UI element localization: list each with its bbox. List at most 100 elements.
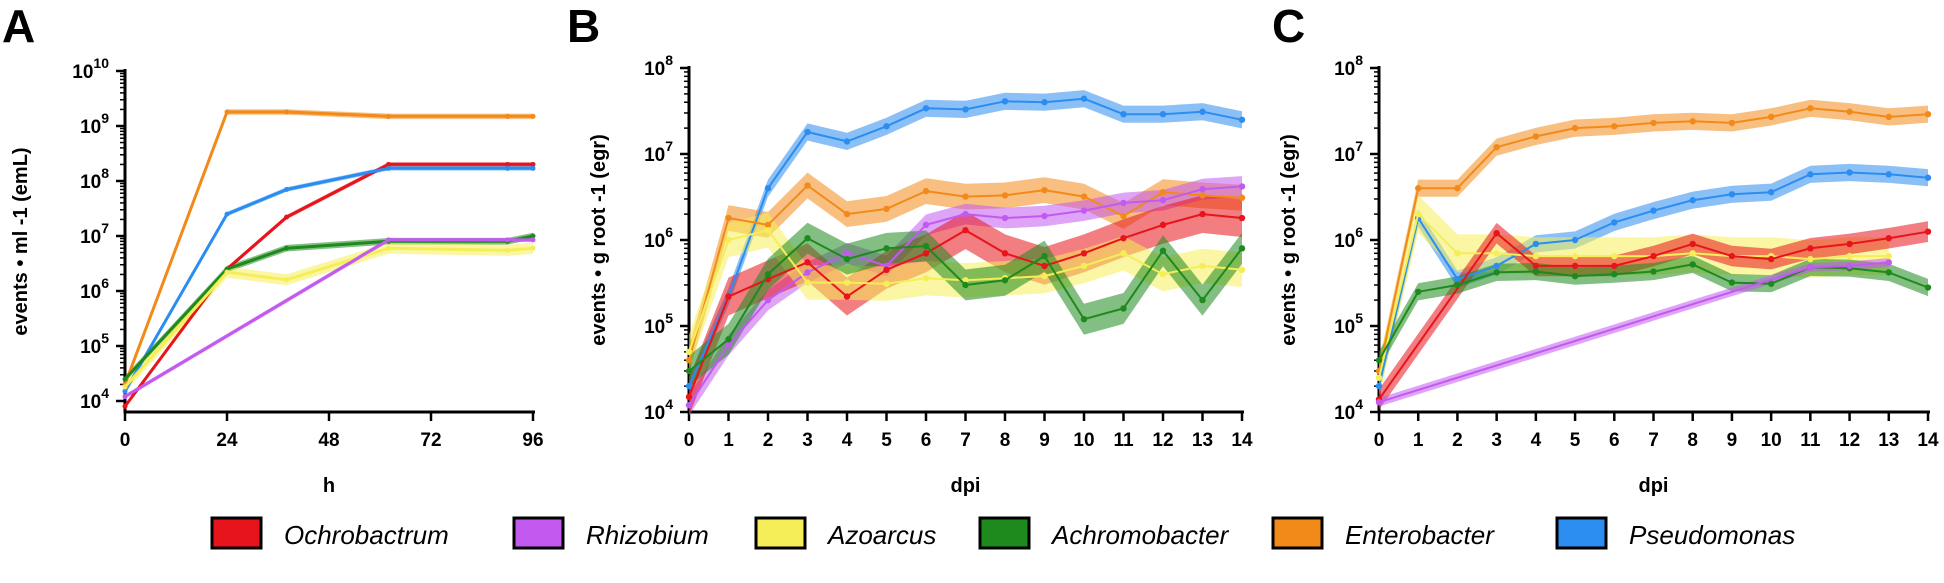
data-point (1571, 252, 1579, 260)
data-point (725, 293, 732, 300)
legend-label-pseudomonas: Pseudomonas (1629, 520, 1795, 550)
legend-label-rhizobium: Rhizobium (586, 520, 709, 550)
data-point (883, 205, 890, 213)
data-point (962, 277, 969, 284)
x-tick-label: 11 (1800, 430, 1821, 451)
y-tick-label: 108 (644, 52, 673, 80)
data-point (1807, 171, 1814, 178)
x-tick-label: 48 (318, 430, 339, 451)
data-point (1728, 191, 1736, 198)
data-point (1199, 108, 1206, 115)
data-point (1728, 279, 1736, 286)
data-point (1041, 272, 1048, 280)
data-point (386, 165, 391, 171)
data-point (685, 393, 693, 401)
data-point (883, 266, 890, 274)
x-tick-label: 9 (1039, 430, 1050, 451)
data-point (1454, 250, 1461, 257)
data-point (725, 336, 732, 343)
data-point (685, 401, 693, 409)
data-point (1728, 252, 1736, 260)
x-tick-label: 5 (1570, 430, 1581, 451)
data-point (1807, 264, 1814, 271)
data-point (284, 109, 289, 115)
data-point (1611, 271, 1618, 278)
panel-b-letter: B (567, 0, 600, 52)
data-point (804, 234, 811, 242)
data-point (1001, 192, 1009, 199)
data-point (1238, 116, 1246, 123)
data-point (284, 245, 289, 251)
data-point (685, 348, 693, 356)
data-point (804, 269, 811, 276)
data-point (1807, 255, 1814, 263)
x-tick-label: 5 (881, 430, 892, 451)
data-point (1159, 197, 1167, 204)
data-point (1571, 262, 1579, 270)
data-point (1728, 119, 1736, 127)
data-point (1080, 193, 1088, 200)
data-point (1885, 252, 1892, 260)
data-point (1199, 185, 1206, 193)
data-point (1689, 250, 1696, 257)
data-point (764, 221, 772, 229)
data-point (1846, 252, 1853, 260)
data-point (530, 165, 536, 171)
data-point (1454, 281, 1461, 289)
legend-label-ochrobactrum: Ochrobactrum (284, 520, 449, 550)
legend: Ochrobactrum Rhizobium Azoarcus Achromobact… (210, 516, 1795, 550)
data-point (922, 250, 930, 257)
y-tick-label: 104 (644, 396, 673, 424)
x-tick-label: 8 (1687, 430, 1698, 451)
data-point (386, 237, 391, 243)
data-point (1924, 174, 1932, 181)
y-axis-title: events • g root -1 (egr) (1278, 134, 1300, 345)
data-point (1924, 284, 1932, 291)
x-tick-label: 14 (1917, 430, 1939, 451)
data-point (284, 214, 289, 220)
y-tick-label: 106 (80, 275, 109, 303)
data-point (1846, 108, 1853, 115)
legend-label-azoarcus: Azoarcus (826, 520, 936, 550)
data-point (843, 255, 851, 263)
data-point (1493, 143, 1500, 151)
data-point (883, 245, 890, 252)
series-line-achromobacter (123, 234, 534, 381)
data-point (505, 161, 510, 167)
series-line-enterobacter (123, 110, 533, 385)
x-tick-label: 12 (1152, 430, 1173, 451)
data-point (1532, 268, 1540, 275)
x-tick-label: 8 (1000, 430, 1011, 451)
data-point (1159, 221, 1167, 229)
data-point (1080, 207, 1088, 214)
y-tick-label: 108 (1334, 52, 1363, 80)
data-point (1611, 252, 1618, 260)
x-tick-label: 1 (1413, 430, 1424, 451)
data-point (1199, 262, 1206, 270)
data-point (843, 250, 851, 257)
data-point (1885, 269, 1892, 276)
data-point (1807, 105, 1814, 112)
x-tick-label: 72 (420, 430, 441, 451)
data-point (1159, 111, 1167, 118)
data-point (1080, 262, 1088, 270)
panel-a-letter: A (2, 0, 35, 52)
x-tick-label: 9 (1727, 430, 1738, 451)
data-point (1885, 171, 1892, 178)
data-point (1611, 219, 1618, 226)
panel-a: A 104 105 106 107 108 109 1010 0 24 48 72 96 h events… (2, 0, 544, 497)
data-point (224, 109, 230, 115)
x-tick-label: 12 (1839, 430, 1860, 451)
data-point (1199, 296, 1206, 304)
series-line-azoarcus (123, 246, 534, 388)
data-point (1885, 234, 1892, 242)
data-point (1767, 280, 1775, 287)
data-point (804, 128, 811, 136)
data-point (1689, 240, 1696, 248)
data-point (1689, 261, 1696, 268)
data-point (1767, 113, 1775, 121)
data-point (1493, 229, 1500, 237)
data-point (1650, 268, 1657, 275)
data-point (1454, 185, 1461, 192)
